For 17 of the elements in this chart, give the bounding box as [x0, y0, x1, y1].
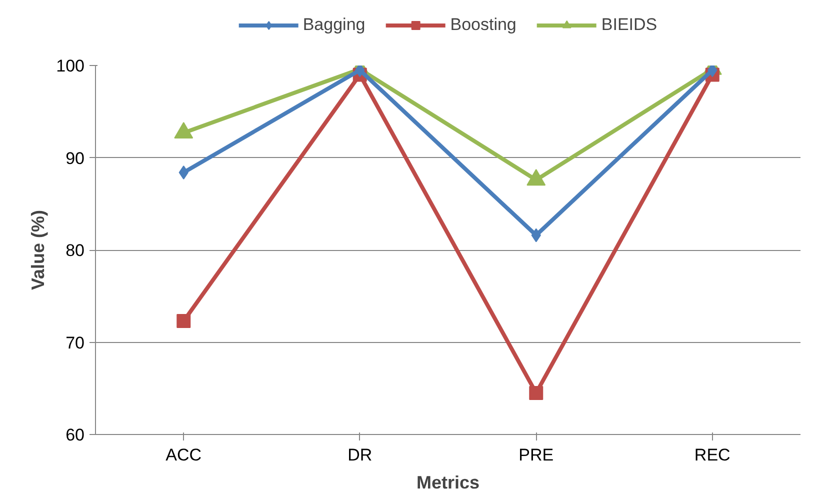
y-tick-label: 90	[66, 148, 85, 168]
point	[176, 314, 191, 328]
point	[529, 386, 544, 400]
y-axis-title: Value (%)	[28, 210, 48, 290]
legend-label: BIEIDS	[601, 15, 658, 35]
x-tick-label: REC	[694, 446, 730, 464]
x-tick-label: PRE	[518, 446, 554, 464]
x-tick-label: ACC	[166, 446, 202, 464]
y-tick-label: 80	[66, 241, 85, 260]
legend-label: Bagging	[302, 15, 366, 35]
y-tick-label: 60	[66, 426, 85, 444]
legend-label: Boosting	[450, 15, 516, 35]
point	[708, 66, 718, 78]
x-tick-label: DR	[348, 446, 372, 464]
y-tick-label: 100	[56, 56, 85, 76]
y-tick-label: 70	[66, 333, 85, 352]
x-axis-title: Metrics	[416, 472, 480, 492]
